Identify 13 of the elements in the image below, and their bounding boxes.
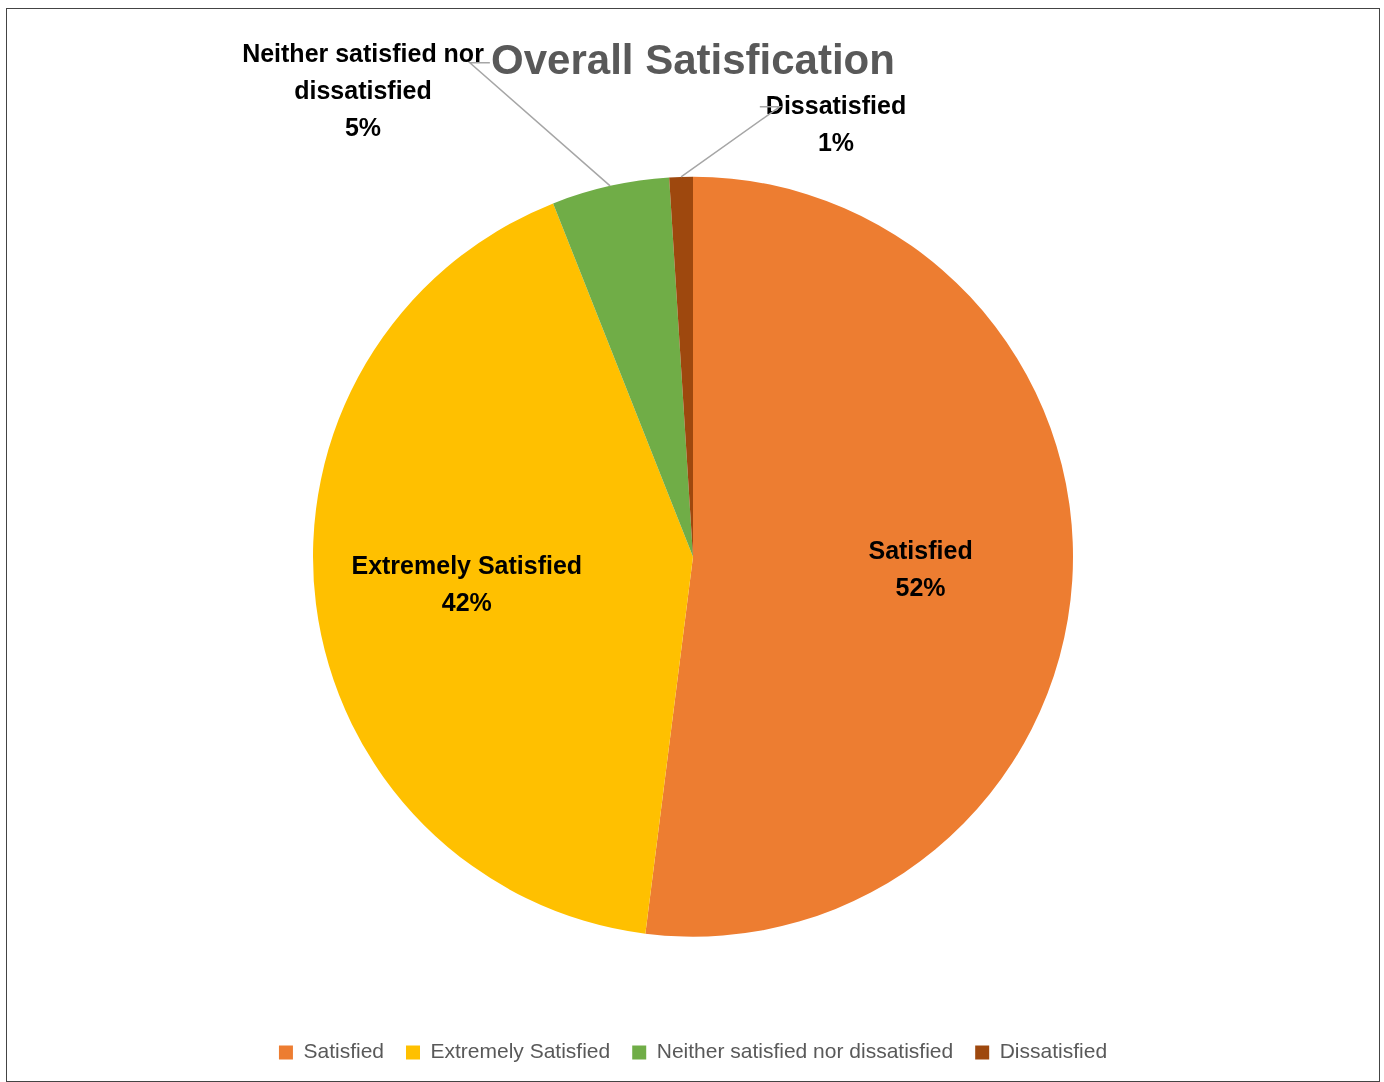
legend-label: Neither satisfied nor dissatisfied xyxy=(656,1039,954,1063)
slice-label: Neither satisfied nor dissatisfied xyxy=(242,38,485,104)
data-label: 5% xyxy=(344,112,382,141)
data-label: 52% xyxy=(895,573,946,602)
legend-label: Satisfied xyxy=(303,1039,384,1063)
slice-label: Extremely Satisfied xyxy=(351,550,583,579)
data-label: 42% xyxy=(441,587,492,616)
legend-label: Dissatisfied xyxy=(999,1039,1108,1063)
slice-label: Satisfied xyxy=(868,536,973,565)
slice-label: Dissatisfied xyxy=(765,90,907,119)
legend-label: Extremely Satisfied xyxy=(430,1039,611,1063)
chart-title: Overall Satisfication xyxy=(491,35,895,83)
data-label: 1% xyxy=(817,127,855,156)
